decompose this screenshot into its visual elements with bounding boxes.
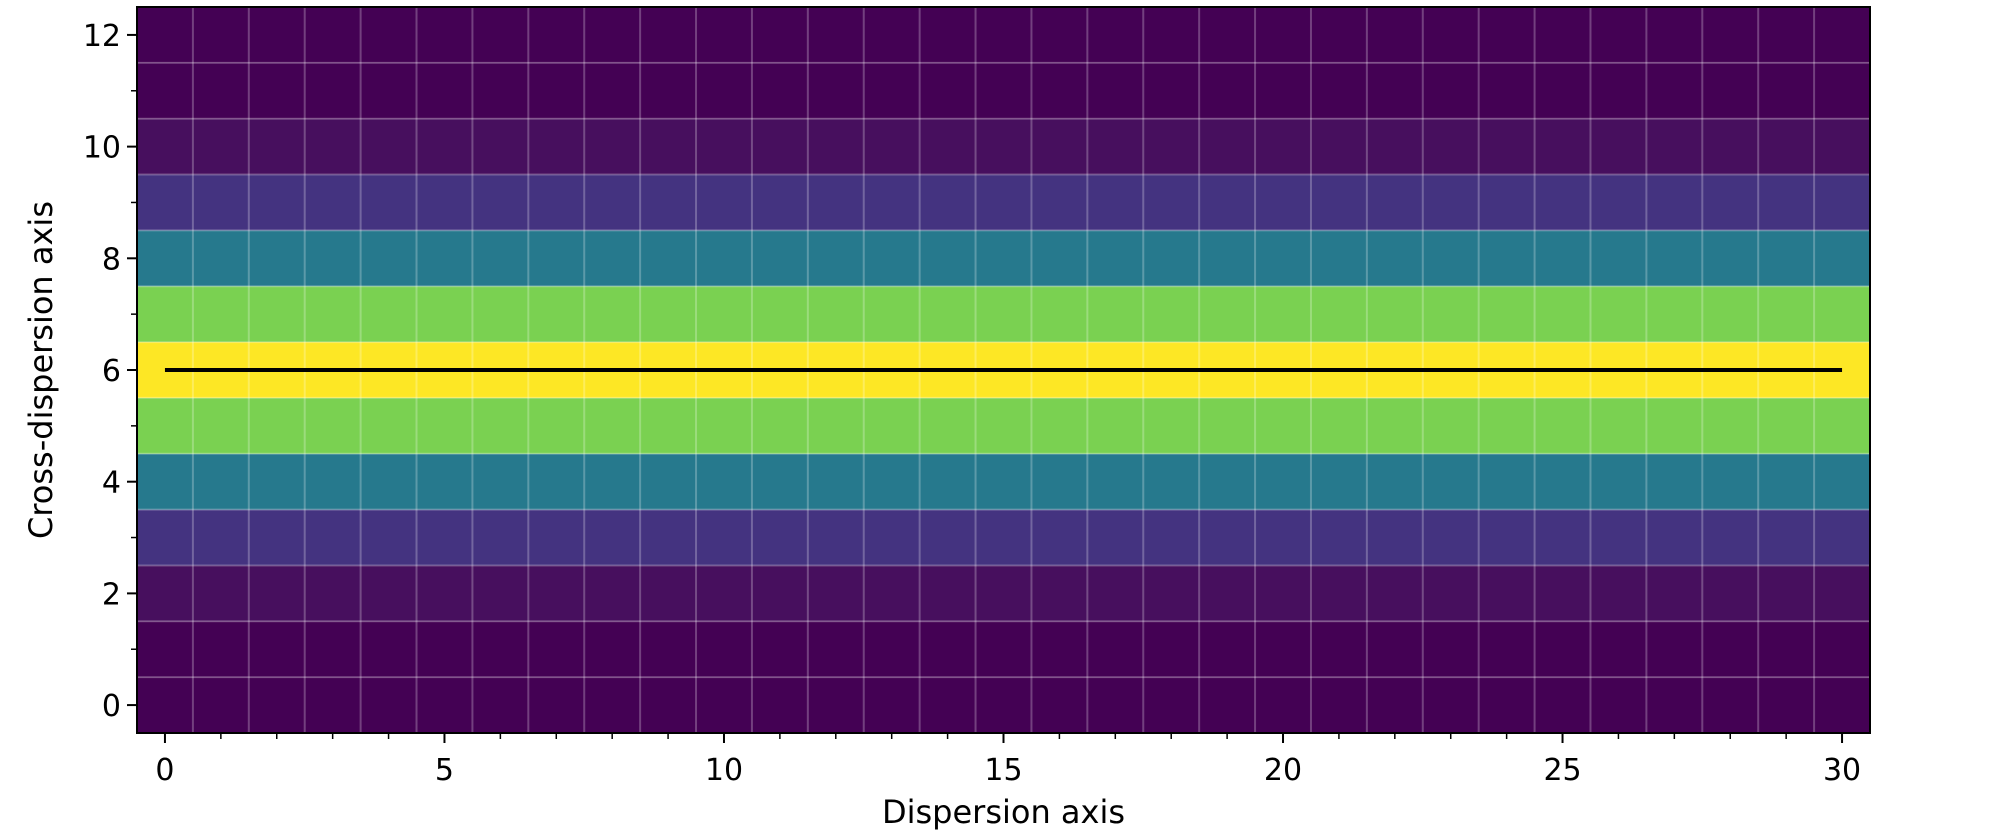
- x-tick-label: 30: [1823, 753, 1861, 788]
- x-tick-label: 15: [984, 753, 1022, 788]
- y-tick-label: 0: [102, 689, 121, 724]
- y-tick-label: 6: [102, 354, 121, 389]
- heatmap-cells: [137, 7, 1870, 733]
- y-tick-label: 8: [102, 242, 121, 277]
- heatmap-row: [137, 118, 1870, 175]
- y-tick-label: 12: [83, 19, 121, 54]
- heatmap-row: [137, 62, 1870, 119]
- y-tick-label: 2: [102, 577, 121, 612]
- x-tick-label: 10: [705, 753, 743, 788]
- heatmap-row: [137, 621, 1870, 678]
- x-tick-label: 25: [1543, 753, 1581, 788]
- heatmap-row: [137, 677, 1870, 733]
- x-tick-label: 5: [435, 753, 454, 788]
- heatmap-row: [137, 565, 1870, 622]
- heatmap-row: [137, 397, 1870, 454]
- heatmap-row: [137, 174, 1870, 231]
- heatmap-row: [137, 509, 1870, 566]
- heatmap-row: [137, 7, 1870, 63]
- y-tick-label: 4: [102, 466, 121, 501]
- y-tick-label: 10: [83, 131, 121, 166]
- x-axis-label: Dispersion axis: [882, 793, 1125, 831]
- heatmap-row: [137, 453, 1870, 510]
- x-tick-label: 0: [155, 753, 174, 788]
- y-axis-ticks: 0 2 4 6 8 10 12: [83, 19, 137, 724]
- heatmap-row: [137, 286, 1870, 343]
- heatmap-row: [137, 230, 1870, 287]
- y-axis-label: Cross-dispersion axis: [22, 201, 60, 539]
- x-axis-ticks: 0 5 10 15 20 25 30: [155, 733, 1861, 788]
- x-tick-label: 20: [1264, 753, 1302, 788]
